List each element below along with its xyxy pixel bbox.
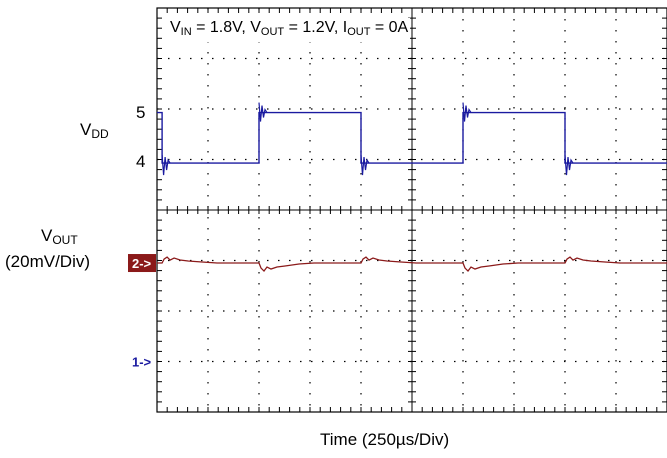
- vdd-axis-label: VDD: [80, 120, 109, 141]
- vdd-trace: [157, 111, 667, 164]
- test-conditions: VIN = 1.8V, VOUT = 1.2V, IOUT = 0A: [168, 18, 411, 42]
- vdd-tick-4: 4: [136, 152, 146, 171]
- vout-trace: [157, 256, 667, 273]
- ch2-marker-bg: [128, 254, 156, 273]
- vdd-ringing: [258, 102, 268, 122]
- ch2-marker: 2->: [132, 256, 152, 271]
- traces: 2-> 1->: [128, 102, 667, 370]
- vdd-ringing: [360, 154, 370, 176]
- vdd-ringing: [462, 102, 472, 122]
- x-axis-label: Time (250µs/Div): [320, 430, 450, 449]
- ch1-marker: 1->: [132, 355, 152, 370]
- vout-scale-label: (20mV/Div): [5, 252, 91, 271]
- graticule: [156, 7, 667, 413]
- vdd-ringing: [564, 154, 574, 176]
- vout-axis-label: VOUT: [41, 226, 78, 247]
- vdd-ringing: [161, 154, 171, 176]
- vdd-tick-5: 5: [136, 103, 146, 122]
